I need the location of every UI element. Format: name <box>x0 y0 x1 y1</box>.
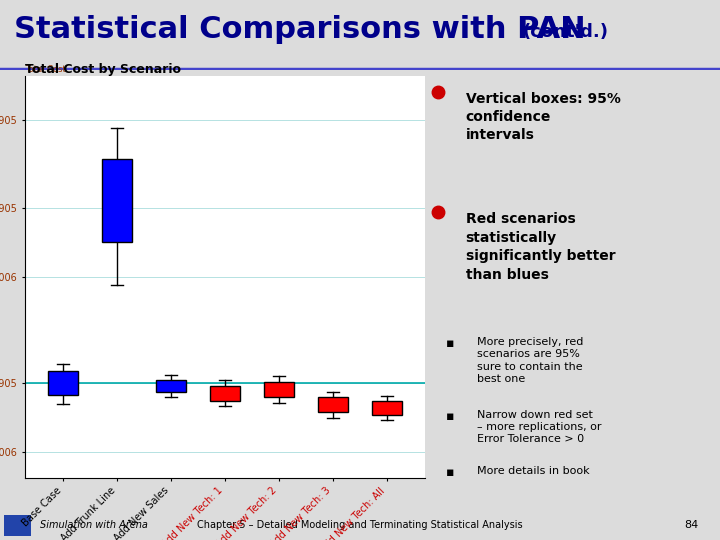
Bar <box>4 515 31 536</box>
Text: More precisely, red
scenarios are 95%
sure to contain the
best one: More precisely, red scenarios are 95% su… <box>477 337 583 384</box>
Text: Chapter 5 – Detailed Modeling and Terminating Statistical Analysis: Chapter 5 – Detailed Modeling and Termin… <box>197 520 523 530</box>
Bar <box>264 382 294 397</box>
Bar <box>318 397 348 413</box>
Text: ▪: ▪ <box>446 337 454 350</box>
Bar <box>156 380 186 392</box>
Bar <box>102 159 132 242</box>
Text: Vertical boxes: 95%
confidence
intervals: Vertical boxes: 95% confidence intervals <box>466 92 621 143</box>
Text: Simulation with Arena: Simulation with Arena <box>40 520 148 530</box>
Text: More details in book: More details in book <box>477 466 590 476</box>
Text: Red scenarios
statistically
significantly better
than blues: Red scenarios statistically significantl… <box>466 212 616 281</box>
Text: Total Cost by Scenario: Total Cost by Scenario <box>25 63 181 76</box>
Text: (cont'd.): (cont'd.) <box>522 23 608 40</box>
Bar <box>372 401 402 415</box>
Bar <box>210 386 240 401</box>
Text: Narrow down red set
– more replications, or
Error Tolerance > 0: Narrow down red set – more replications,… <box>477 409 601 444</box>
Bar <box>48 371 78 395</box>
Text: Statistical Comparisons with PAN: Statistical Comparisons with PAN <box>14 15 586 44</box>
Text: ▪: ▪ <box>446 466 454 479</box>
Text: Total Cost: Total Cost <box>25 65 66 73</box>
Text: ▪: ▪ <box>446 409 454 422</box>
Text: 84: 84 <box>684 520 698 530</box>
